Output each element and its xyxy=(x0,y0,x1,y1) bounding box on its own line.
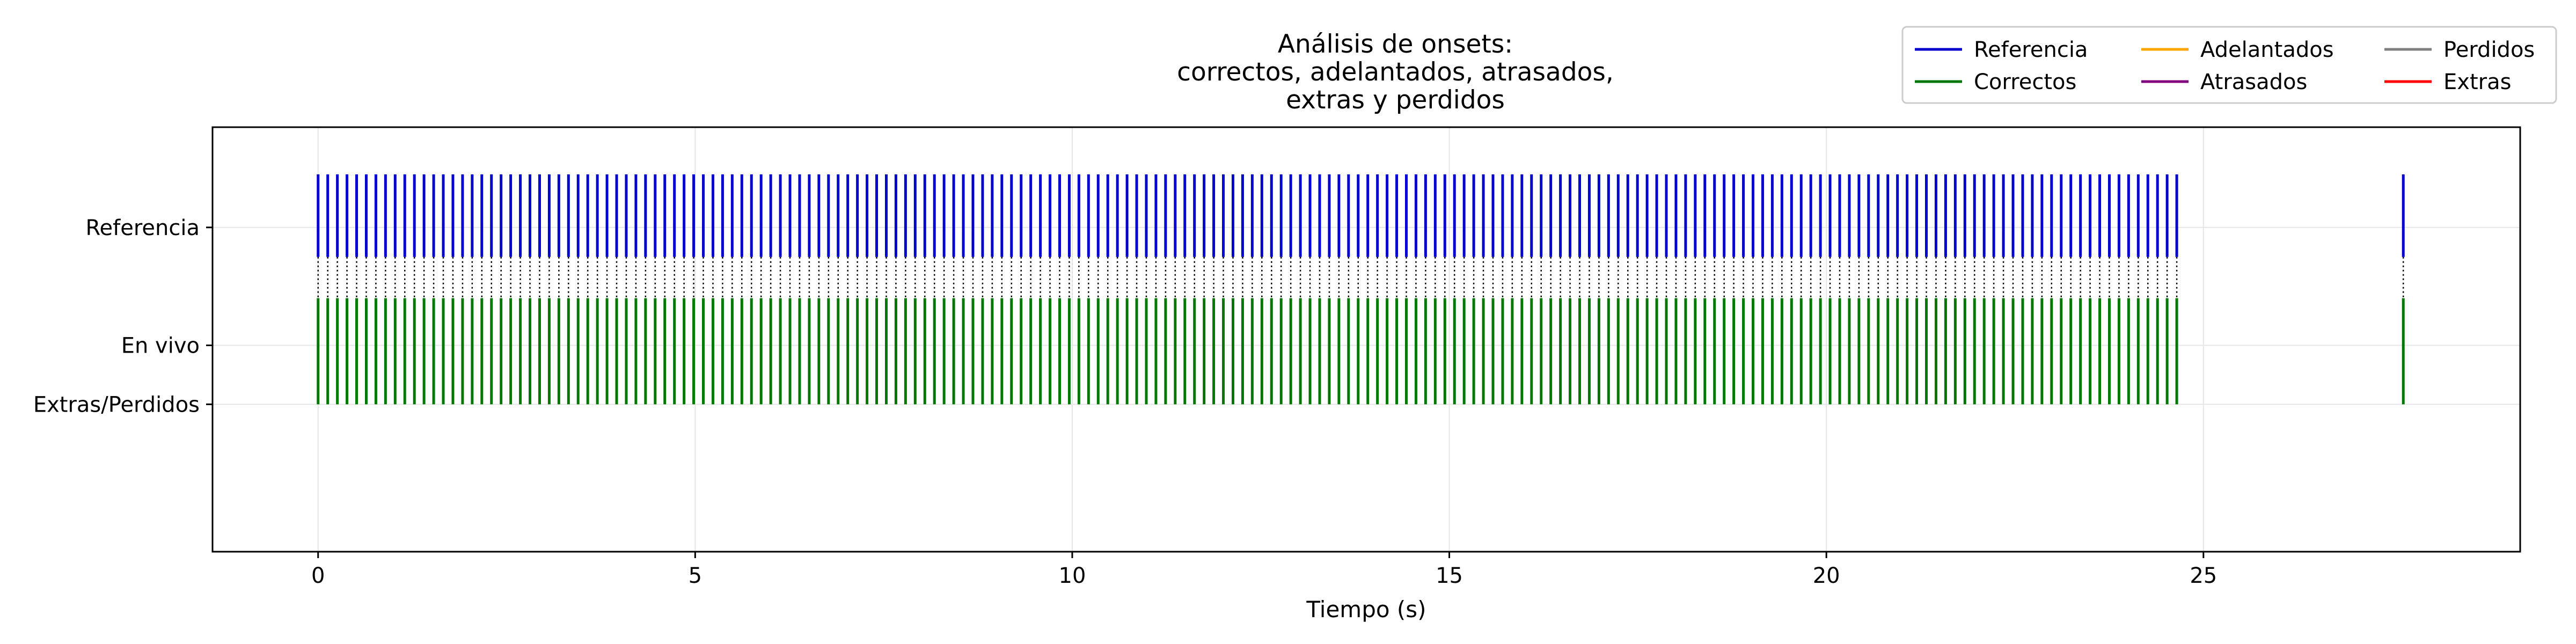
y-tick-label: En vivo xyxy=(121,333,200,358)
legend-label: Adelantados xyxy=(2200,38,2334,62)
legend-label: Correctos xyxy=(1974,70,2076,94)
x-tick-label: 5 xyxy=(689,564,702,588)
legend-label: Perdidos xyxy=(2443,38,2535,62)
plot-area xyxy=(211,126,2521,553)
x-tick-label: 15 xyxy=(1436,564,1463,588)
x-tick-label: 20 xyxy=(1813,564,1840,588)
chart-title: Análisis de onsets: correctos, adelantad… xyxy=(1177,30,1614,115)
x-tick-label: 0 xyxy=(311,564,325,588)
x-axis: 0 5 10 15 20 25 xyxy=(311,552,2217,588)
legend-label: Extras xyxy=(2443,70,2511,94)
chart-title-line-2: correctos, adelantados, atrasados, xyxy=(1177,57,1614,87)
x-tick-label: 25 xyxy=(2190,564,2217,588)
chart-title-line-1: Análisis de onsets: xyxy=(1278,30,1513,59)
legend: Referencia Correctos Adelantados Atrasados P… xyxy=(1901,26,2557,104)
chart-title-line-3: extras y perdidos xyxy=(1286,85,1505,115)
onset-connectors xyxy=(317,257,2404,298)
legend-label: Referencia xyxy=(1974,38,2088,62)
legend-frame xyxy=(1901,26,2557,104)
onset-marks xyxy=(317,174,2405,405)
x-axis-label: Tiempo (s) xyxy=(1306,596,1426,623)
y-tick-label: Extras/Perdidos xyxy=(33,392,200,417)
y-tick-label: Referencia xyxy=(86,216,200,240)
y-axis: Referencia En vivo Extras/Perdidos xyxy=(33,216,213,417)
x-tick-label: 10 xyxy=(1059,564,1086,588)
legend-label: Atrasados xyxy=(2200,70,2307,94)
